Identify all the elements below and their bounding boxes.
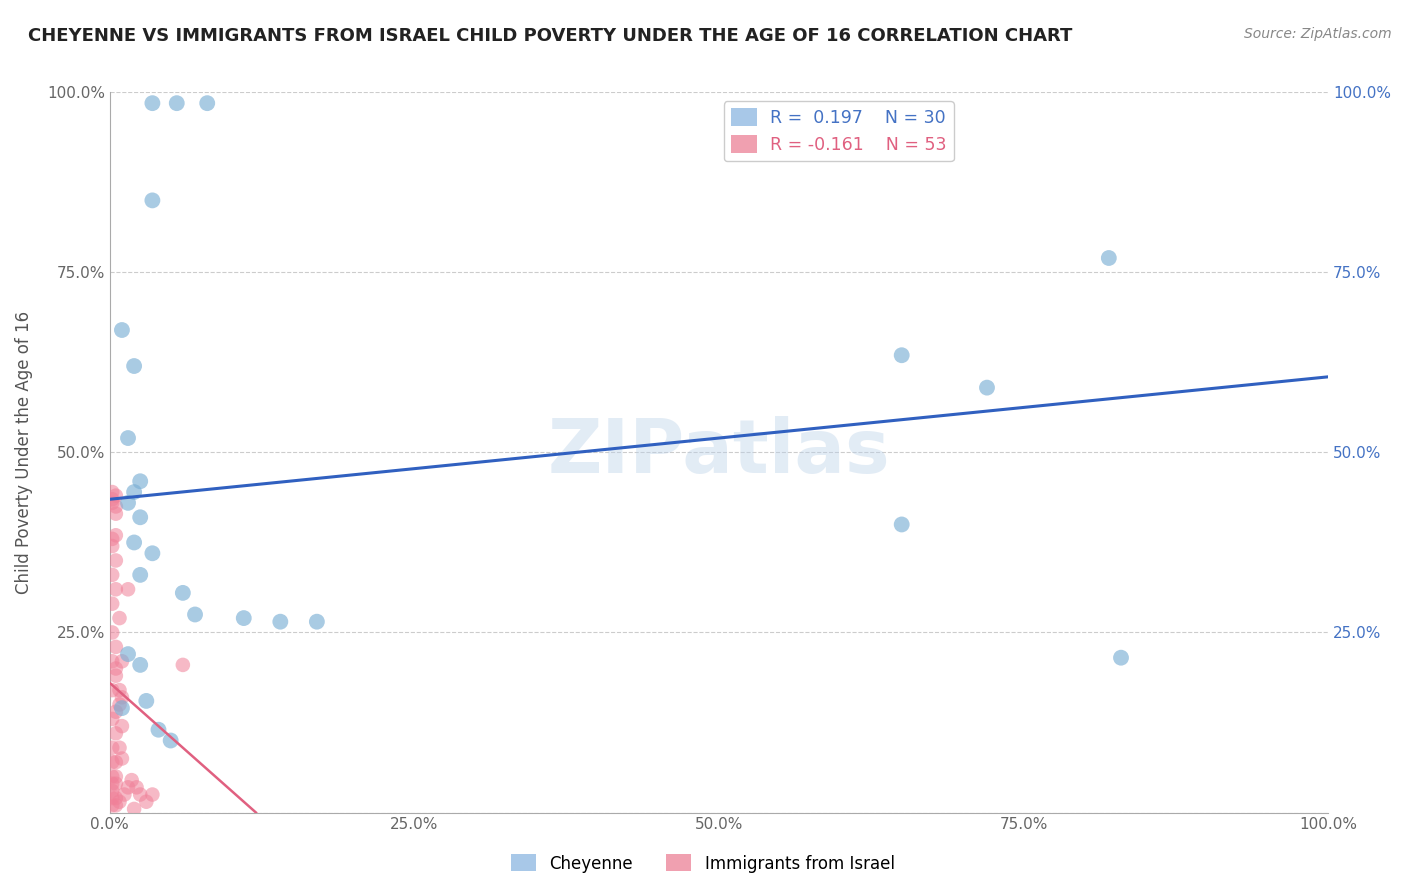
Point [101,567,124,582]
Point [129,657,152,672]
Point [108,698,131,712]
Point [148,723,170,737]
Point [141,546,163,560]
Point [104,528,127,542]
Point [166,96,188,111]
Point [305,615,328,629]
Point [101,683,124,698]
Point [117,431,139,445]
Point [104,553,127,567]
Point [117,582,139,597]
Point [101,539,124,553]
Point [104,489,127,503]
Point [135,694,157,708]
Point [125,780,148,795]
Point [129,788,152,802]
Point [104,507,127,521]
Point [141,194,163,208]
Point [1109,650,1132,665]
Point [104,726,127,740]
Point [122,802,145,816]
Legend: Cheyenne, Immigrants from Israel: Cheyenne, Immigrants from Israel [505,847,901,880]
Point [108,683,131,698]
Point [141,788,163,802]
Point [108,740,131,755]
Point [108,611,131,625]
Point [111,751,134,765]
Point [184,607,207,622]
Point [104,661,127,675]
Point [104,791,127,805]
Point [129,567,152,582]
Point [117,496,139,510]
Point [101,654,124,668]
Point [121,773,143,788]
Legend: R =  0.197    N = 30, R = -0.161    N = 53: R = 0.197 N = 30, R = -0.161 N = 53 [724,101,953,161]
Point [104,777,127,791]
Point [122,359,145,373]
Point [135,795,157,809]
Point [101,485,124,500]
Text: CHEYENNE VS IMMIGRANTS FROM ISRAEL CHILD POVERTY UNDER THE AGE OF 16 CORRELATION: CHEYENNE VS IMMIGRANTS FROM ISRAEL CHILD… [28,27,1073,45]
Point [101,770,124,784]
Point [101,798,124,813]
Point [232,611,254,625]
Point [112,788,135,802]
Point [111,690,134,705]
Point [101,784,124,798]
Point [141,96,163,111]
Point [108,795,131,809]
Point [117,647,139,661]
Point [195,96,218,111]
Point [269,615,291,629]
Point [172,586,194,600]
Point [101,755,124,769]
Y-axis label: Child Poverty Under the Age of 16: Child Poverty Under the Age of 16 [15,311,32,594]
Point [890,348,912,362]
Point [104,705,127,719]
Point [129,510,152,524]
Point [101,597,124,611]
Point [104,669,127,683]
Text: ZIPatlas: ZIPatlas [547,416,890,489]
Point [104,770,127,784]
Point [172,657,194,672]
Point [122,485,145,500]
Point [111,654,134,668]
Point [159,733,181,747]
Point [111,323,134,337]
Point [976,381,998,395]
Point [104,798,127,813]
Point [117,780,139,795]
Point [101,496,124,510]
Point [101,791,124,805]
Point [129,475,152,489]
Point [1098,251,1121,265]
Text: Source: ZipAtlas.com: Source: ZipAtlas.com [1244,27,1392,41]
Point [104,755,127,769]
Point [104,582,127,597]
Point [101,740,124,755]
Point [890,517,912,532]
Point [101,492,124,507]
Point [111,701,134,715]
Point [104,500,127,514]
Point [101,625,124,640]
Point [104,640,127,654]
Point [101,777,124,791]
Point [101,712,124,726]
Point [122,535,145,549]
Point [111,719,134,733]
Point [101,532,124,546]
